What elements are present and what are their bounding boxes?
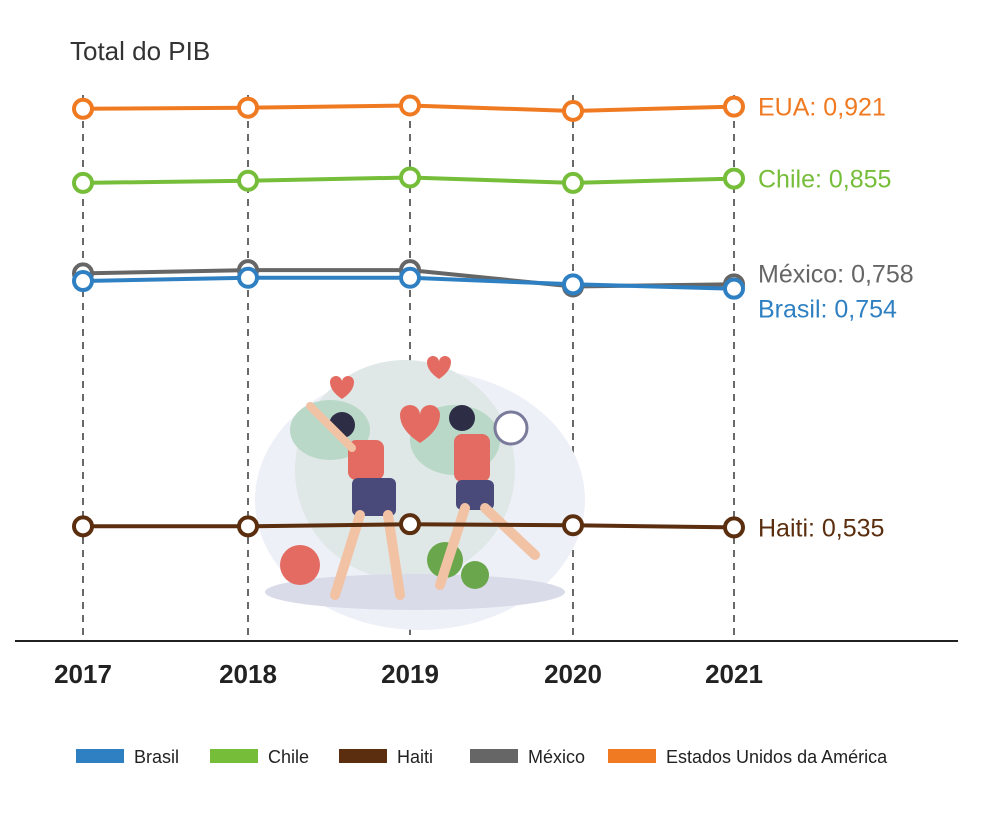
x-tick-2020: 2020 <box>544 659 602 689</box>
legend-swatch-m-xico <box>470 749 518 763</box>
point-brasil-2017 <box>72 270 94 293</box>
point-haiti-2021 <box>723 516 745 539</box>
legend-swatch-chile <box>210 749 258 763</box>
point-brasil-2019 <box>399 266 421 289</box>
point-haiti-2019 <box>399 513 421 536</box>
legend-swatch-haiti <box>339 749 387 763</box>
end-label-chile: Chile: 0,855 <box>758 166 891 194</box>
legend-label-estados-unidos-da-am-rica: Estados Unidos da América <box>666 747 888 767</box>
point-chile-2017 <box>72 171 94 194</box>
series-group <box>72 94 745 539</box>
point-chile-2020 <box>562 171 584 194</box>
legend-label-chile: Chile <box>268 747 309 767</box>
point-chile-2019 <box>399 166 421 189</box>
point-haiti-2020 <box>562 514 584 537</box>
legend-label-m-xico: México <box>528 747 585 767</box>
legend: Brasil Chile Haiti México Estados Unidos da … <box>76 747 888 767</box>
fitness-people-illustration <box>255 356 585 630</box>
point-estados-unidos-da-am-rica-2018 <box>237 96 259 119</box>
legend-swatch-estados-unidos-da-am-rica <box>608 749 656 763</box>
point-chile-2018 <box>237 169 259 192</box>
point-estados-unidos-da-am-rica-2017 <box>72 97 94 120</box>
point-estados-unidos-da-am-rica-2021 <box>723 95 745 118</box>
x-tick-2019: 2019 <box>381 659 439 689</box>
end-label-brasil: Brasil: 0,754 <box>758 296 897 324</box>
legend-label-haiti: Haiti <box>397 747 433 767</box>
x-tick-2018: 2018 <box>219 659 277 689</box>
point-brasil-2020 <box>562 273 584 296</box>
x-tick-2017: 2017 <box>54 659 112 689</box>
point-haiti-2018 <box>237 515 259 538</box>
x-tick-labels: 2017 2018 2019 2020 2021 <box>54 659 763 689</box>
end-label-haiti: Haiti: 0,535 <box>758 514 884 542</box>
point-brasil-2021 <box>723 277 745 300</box>
point-haiti-2017 <box>72 515 94 538</box>
end-label-estados-unidos-da-am-rica: EUA: 0,921 <box>758 94 886 122</box>
chart-title: Total do PIB <box>70 36 210 66</box>
end-label-m-xico: México: 0,758 <box>758 260 914 288</box>
point-estados-unidos-da-am-rica-2020 <box>562 99 584 122</box>
x-tick-2021: 2021 <box>705 659 763 689</box>
point-chile-2021 <box>723 167 745 190</box>
end-labels: EUA: 0,921 Chile: 0,855 México: 0,758 Brasi… <box>758 94 914 543</box>
legend-swatch-brasil <box>76 749 124 763</box>
legend-label-brasil: Brasil <box>134 747 179 767</box>
point-brasil-2018 <box>237 266 259 289</box>
point-estados-unidos-da-am-rica-2019 <box>399 94 421 117</box>
